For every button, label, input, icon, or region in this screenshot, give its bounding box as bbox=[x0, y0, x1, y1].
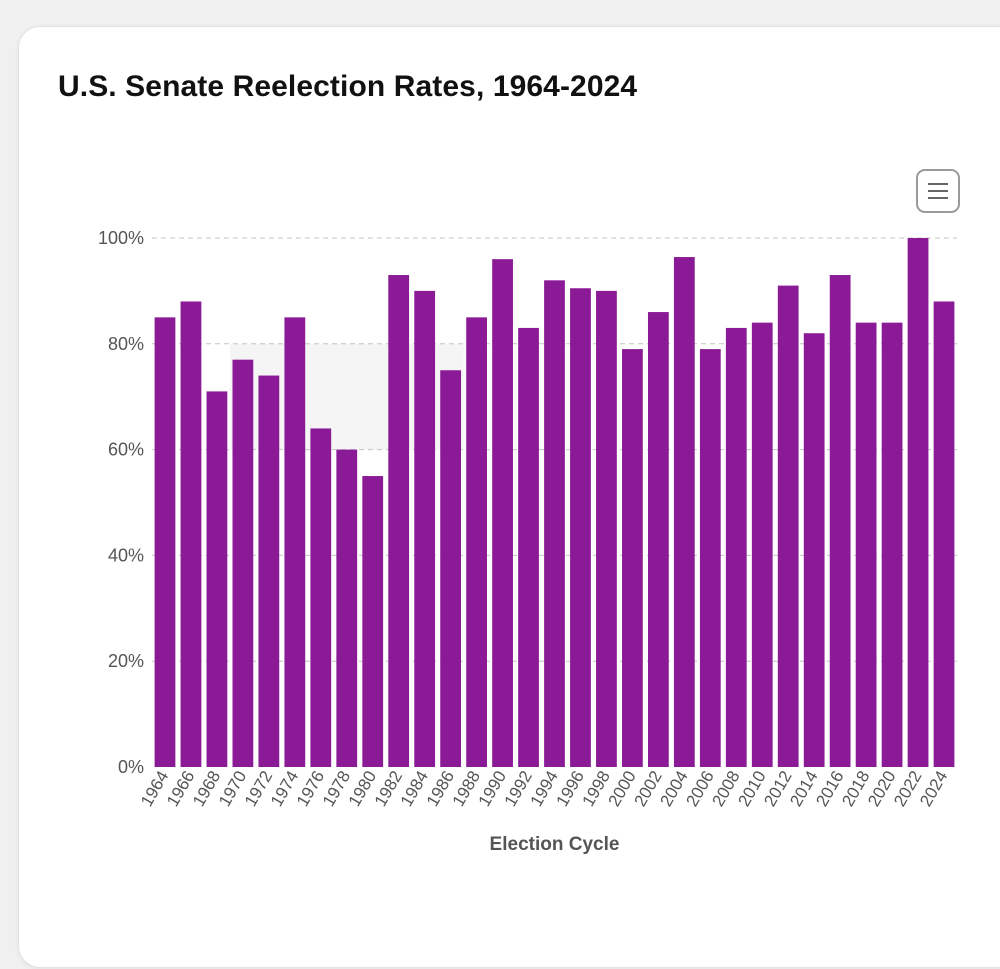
bar-1992 bbox=[518, 327, 539, 767]
bar-1982 bbox=[388, 275, 410, 767]
y-tick-label: 20% bbox=[108, 651, 144, 671]
bar-2012 bbox=[777, 285, 799, 767]
bar-1984 bbox=[414, 290, 436, 767]
y-tick-label: 80% bbox=[108, 334, 144, 354]
bar-2014 bbox=[803, 333, 825, 767]
bar-2022 bbox=[907, 238, 929, 767]
bar-1998 bbox=[596, 290, 617, 767]
bar-1966 bbox=[180, 301, 202, 767]
bar-2002 bbox=[647, 312, 669, 767]
bar-1980 bbox=[362, 476, 384, 767]
y-tick-label: 60% bbox=[108, 440, 144, 460]
bar-1978 bbox=[336, 449, 358, 767]
bar-2016 bbox=[829, 275, 851, 767]
bar-1988 bbox=[466, 317, 487, 767]
bar-1976 bbox=[310, 428, 332, 767]
bar-1968 bbox=[206, 391, 228, 767]
bar-2020 bbox=[881, 322, 903, 767]
bar-2018 bbox=[855, 322, 877, 767]
y-tick-label: 0% bbox=[118, 757, 144, 777]
bar-1990 bbox=[492, 259, 513, 767]
bar-1996 bbox=[570, 288, 591, 767]
y-tick-label: 40% bbox=[108, 545, 144, 565]
hamburger-menu-icon bbox=[928, 183, 948, 199]
bar-2006 bbox=[699, 349, 721, 767]
bar-2004 bbox=[673, 257, 695, 767]
y-tick-label: 100% bbox=[98, 228, 144, 248]
bar-2010 bbox=[751, 322, 773, 767]
bar-1994 bbox=[544, 280, 565, 767]
x-tick-label: 2024 bbox=[916, 768, 951, 810]
bar-2008 bbox=[725, 327, 747, 767]
bar-2024 bbox=[933, 301, 955, 767]
chart-title: U.S. Senate Reelection Rates, 1964-2024 bbox=[58, 70, 638, 103]
bar-1964 bbox=[154, 317, 176, 767]
chart-menu-button[interactable] bbox=[916, 169, 960, 213]
bar-1986 bbox=[440, 370, 462, 767]
bar-1970 bbox=[232, 359, 254, 767]
bar-1972 bbox=[258, 375, 280, 767]
bar-2000 bbox=[622, 349, 643, 767]
bar-1974 bbox=[284, 317, 306, 767]
x-axis-title: Election Cycle bbox=[490, 834, 620, 855]
